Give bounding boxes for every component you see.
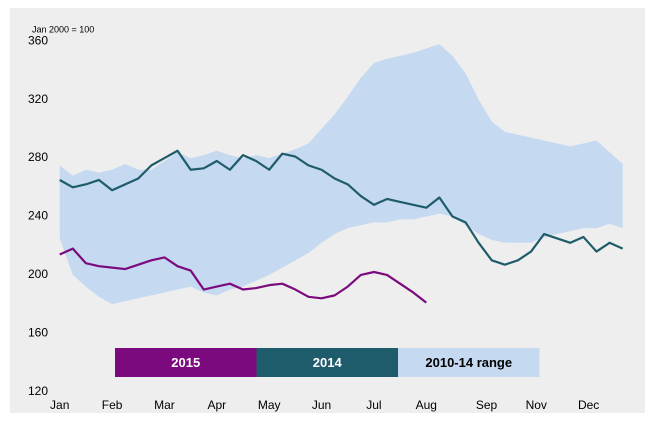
- x-tick-label: Dec: [578, 398, 599, 412]
- annotation: Jan 2000 = 100: [32, 24, 94, 34]
- y-tick-label: 200: [28, 267, 48, 281]
- x-tick-label: Jun: [312, 398, 331, 412]
- line: [59, 149, 624, 266]
- legend-swatch: [398, 348, 540, 377]
- y-tick-label: 120: [28, 384, 48, 398]
- x-tick-label: Sep: [476, 398, 498, 412]
- line: [59, 247, 427, 304]
- range-band: [59, 44, 623, 305]
- y-tick-label: 160: [28, 326, 48, 340]
- legend-swatch: [256, 348, 398, 377]
- x-tick-label: Nov: [526, 398, 547, 412]
- x-tick-label: Feb: [102, 398, 123, 412]
- y-tick-label: 280: [28, 150, 48, 164]
- x-tick-label: Jan: [50, 398, 69, 412]
- x-tick-label: May: [258, 398, 281, 412]
- x-tick-label: Mar: [154, 398, 175, 412]
- legend-swatch: [115, 348, 257, 377]
- y-tick-label: 360: [28, 33, 48, 47]
- legend-label: 2015: [171, 355, 200, 370]
- x-tick-label: Jul: [366, 398, 381, 412]
- legend-label: 2010-14 range: [425, 355, 512, 370]
- y-tick-label: 240: [28, 209, 48, 223]
- legend-label: 2014: [313, 355, 343, 370]
- x-tick-label: Aug: [416, 398, 437, 412]
- x-tick-label: Apr: [207, 398, 226, 412]
- y-tick-label: 320: [28, 92, 48, 106]
